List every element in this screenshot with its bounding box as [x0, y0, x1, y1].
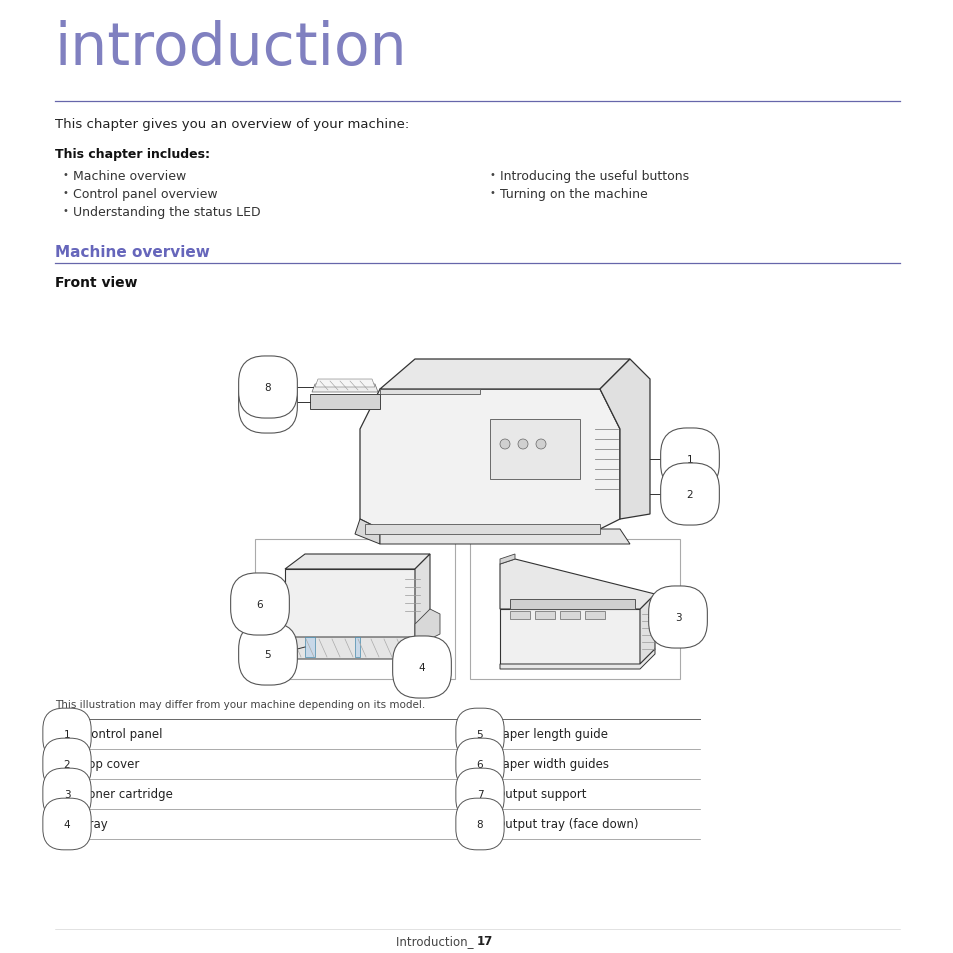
Text: Output support: Output support	[496, 788, 586, 801]
Polygon shape	[314, 379, 375, 388]
Circle shape	[517, 439, 527, 450]
Text: Machine overview: Machine overview	[73, 170, 186, 183]
Text: 1: 1	[64, 729, 71, 740]
Text: •: •	[490, 170, 496, 180]
Polygon shape	[355, 638, 359, 658]
Text: Machine overview: Machine overview	[55, 245, 210, 260]
Text: 6: 6	[476, 760, 483, 769]
Text: 8: 8	[476, 820, 483, 829]
Text: •: •	[63, 188, 69, 198]
Polygon shape	[310, 395, 379, 410]
Text: Toner cartridge: Toner cartridge	[83, 788, 172, 801]
Polygon shape	[535, 612, 555, 619]
Polygon shape	[510, 612, 530, 619]
Circle shape	[536, 439, 545, 450]
Polygon shape	[359, 390, 619, 530]
Text: Tray: Tray	[83, 818, 108, 831]
Polygon shape	[365, 524, 599, 535]
Polygon shape	[490, 419, 579, 479]
Text: 6: 6	[256, 599, 263, 609]
Text: 5: 5	[264, 649, 271, 659]
Text: 3: 3	[674, 613, 680, 622]
Text: Top cover: Top cover	[83, 758, 139, 771]
Text: 7: 7	[264, 397, 271, 408]
Text: 1: 1	[686, 455, 693, 464]
Text: Understanding the status LED: Understanding the status LED	[73, 206, 260, 219]
Polygon shape	[415, 609, 439, 639]
Polygon shape	[639, 595, 655, 664]
Text: •: •	[490, 188, 496, 198]
Text: Paper width guides: Paper width guides	[496, 758, 608, 771]
Polygon shape	[312, 385, 377, 393]
Bar	[470, 539, 679, 679]
Circle shape	[499, 439, 510, 450]
Polygon shape	[499, 649, 655, 669]
Text: Output tray (face down): Output tray (face down)	[496, 818, 638, 831]
Polygon shape	[270, 638, 430, 659]
Polygon shape	[379, 390, 479, 395]
Text: 8: 8	[264, 382, 271, 393]
Polygon shape	[305, 638, 314, 658]
Text: This illustration may differ from your machine depending on its model.: This illustration may differ from your m…	[55, 700, 425, 709]
Polygon shape	[415, 555, 430, 639]
Polygon shape	[285, 555, 430, 569]
Polygon shape	[285, 569, 415, 639]
Polygon shape	[584, 612, 604, 619]
Text: introduction: introduction	[55, 20, 407, 77]
Polygon shape	[379, 359, 629, 390]
Polygon shape	[379, 530, 629, 544]
Text: Control panel overview: Control panel overview	[73, 188, 217, 201]
Polygon shape	[510, 599, 635, 609]
Text: 4: 4	[64, 820, 71, 829]
Polygon shape	[559, 612, 579, 619]
Polygon shape	[355, 519, 379, 544]
Text: 7: 7	[476, 789, 483, 800]
Text: Control panel: Control panel	[83, 728, 162, 740]
Text: Turning on the machine: Turning on the machine	[499, 188, 647, 201]
Polygon shape	[599, 359, 649, 519]
Text: 2: 2	[64, 760, 71, 769]
Text: •: •	[63, 170, 69, 180]
Text: This chapter gives you an overview of your machine:: This chapter gives you an overview of yo…	[55, 118, 409, 131]
Text: Paper length guide: Paper length guide	[496, 728, 607, 740]
Text: This chapter includes:: This chapter includes:	[55, 148, 210, 161]
Bar	[254, 539, 455, 679]
Text: Introducing the useful buttons: Introducing the useful buttons	[499, 170, 688, 183]
Text: •: •	[63, 206, 69, 215]
Polygon shape	[499, 555, 515, 564]
Polygon shape	[499, 559, 655, 609]
Text: Introduction_: Introduction_	[395, 935, 476, 947]
Text: Front view: Front view	[55, 275, 137, 290]
Text: 3: 3	[64, 789, 71, 800]
Text: 2: 2	[686, 490, 693, 499]
Polygon shape	[499, 609, 639, 664]
Text: 4: 4	[418, 662, 425, 672]
Text: 17: 17	[476, 935, 493, 947]
Text: 5: 5	[476, 729, 483, 740]
